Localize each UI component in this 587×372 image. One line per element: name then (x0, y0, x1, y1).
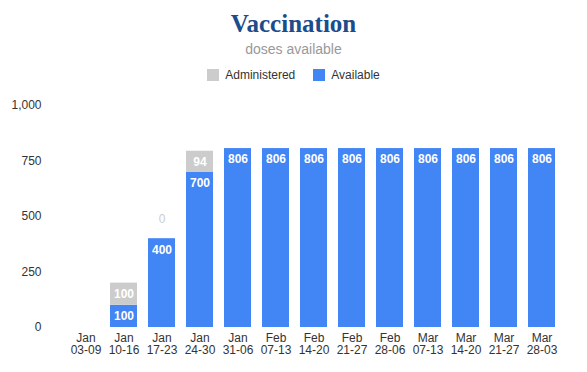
svg-text:Mar28-03: Mar28-03 (527, 331, 558, 357)
svg-text:100: 100 (114, 287, 134, 301)
svg-text:Mar14-20: Mar14-20 (451, 331, 482, 357)
svg-text:700: 700 (190, 176, 210, 190)
svg-text:Mar07-13: Mar07-13 (413, 331, 444, 357)
svg-text:500: 500 (21, 209, 41, 223)
svg-text:806: 806 (304, 152, 324, 166)
html-text:Administered: Administered (225, 68, 296, 82)
svg-text:Jan31-06: Jan31-06 (223, 331, 254, 357)
html-text:doses available: doses available (245, 41, 342, 57)
svg-text:Feb28-06: Feb28-06 (375, 331, 406, 357)
svg-text:400: 400 (152, 243, 172, 257)
svg-text:1,000: 1,000 (11, 98, 41, 112)
svg-text:94: 94 (193, 155, 207, 169)
svg-text:Feb21-27: Feb21-27 (337, 331, 368, 357)
html-text:Available: Available (331, 68, 380, 82)
html-text:Vaccination: Vaccination (230, 10, 357, 37)
svg-text:0: 0 (159, 212, 166, 226)
svg-text:250: 250 (21, 265, 41, 279)
svg-text:750: 750 (21, 154, 41, 168)
svg-text:806: 806 (380, 152, 400, 166)
svg-text:806: 806 (266, 152, 286, 166)
svg-text:806: 806 (418, 152, 438, 166)
svg-text:Mar21-27: Mar21-27 (489, 331, 520, 357)
svg-text:806: 806 (532, 152, 552, 166)
svg-text:Feb14-20: Feb14-20 (299, 331, 330, 357)
svg-text:Jan10-16: Jan10-16 (109, 331, 140, 357)
svg-text:0: 0 (35, 320, 42, 334)
svg-text:806: 806 (456, 152, 476, 166)
svg-text:Jan17-23: Jan17-23 (147, 331, 178, 357)
svg-text:806: 806 (342, 152, 362, 166)
svg-text:Jan03-09: Jan03-09 (71, 331, 102, 357)
svg-text:100: 100 (114, 309, 134, 323)
svg-text:806: 806 (228, 152, 248, 166)
svg-text:Feb07-13: Feb07-13 (261, 331, 292, 357)
svg-text:806: 806 (494, 152, 514, 166)
svg-text:Jan24-30: Jan24-30 (185, 331, 216, 357)
